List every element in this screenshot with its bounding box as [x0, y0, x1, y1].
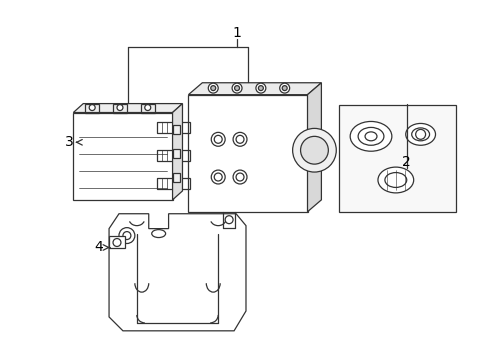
Ellipse shape — [357, 127, 383, 145]
Text: 3: 3 — [65, 135, 74, 149]
Circle shape — [89, 105, 95, 111]
Bar — [172, 173, 179, 182]
Circle shape — [122, 231, 131, 239]
Bar — [109, 235, 124, 248]
Circle shape — [236, 173, 244, 181]
Bar — [85, 104, 99, 113]
Circle shape — [279, 83, 289, 93]
Circle shape — [214, 135, 222, 143]
Bar — [73, 113, 172, 200]
Circle shape — [214, 173, 222, 181]
Ellipse shape — [411, 128, 428, 141]
Text: 2: 2 — [402, 155, 410, 169]
Polygon shape — [172, 104, 182, 200]
Circle shape — [300, 136, 327, 164]
Circle shape — [117, 105, 122, 111]
Circle shape — [211, 170, 224, 184]
Polygon shape — [73, 104, 182, 113]
Text: 4: 4 — [95, 240, 103, 255]
Text: 1: 1 — [232, 26, 241, 40]
Bar — [339, 105, 455, 212]
Polygon shape — [307, 83, 321, 212]
Circle shape — [415, 129, 425, 139]
Circle shape — [282, 86, 286, 91]
Circle shape — [233, 132, 246, 146]
Bar — [172, 125, 179, 134]
Circle shape — [210, 86, 215, 91]
Circle shape — [119, 228, 135, 243]
Circle shape — [236, 135, 244, 143]
Circle shape — [255, 83, 265, 93]
Circle shape — [224, 216, 233, 224]
Circle shape — [258, 86, 263, 91]
Ellipse shape — [405, 123, 435, 145]
Bar — [156, 150, 190, 161]
Bar — [188, 95, 307, 212]
Bar — [172, 149, 179, 158]
Bar — [141, 104, 154, 113]
Circle shape — [234, 86, 239, 91]
Circle shape — [292, 129, 336, 172]
Ellipse shape — [151, 230, 165, 238]
Circle shape — [144, 105, 150, 111]
Ellipse shape — [349, 121, 391, 151]
Circle shape — [208, 83, 218, 93]
Circle shape — [113, 239, 121, 247]
Ellipse shape — [384, 172, 406, 188]
Bar — [156, 178, 190, 189]
Circle shape — [233, 170, 246, 184]
Bar — [113, 104, 127, 113]
Circle shape — [232, 83, 242, 93]
Polygon shape — [188, 83, 321, 95]
Ellipse shape — [377, 167, 413, 193]
Circle shape — [211, 132, 224, 146]
Ellipse shape — [365, 132, 376, 141]
Bar — [156, 122, 190, 133]
